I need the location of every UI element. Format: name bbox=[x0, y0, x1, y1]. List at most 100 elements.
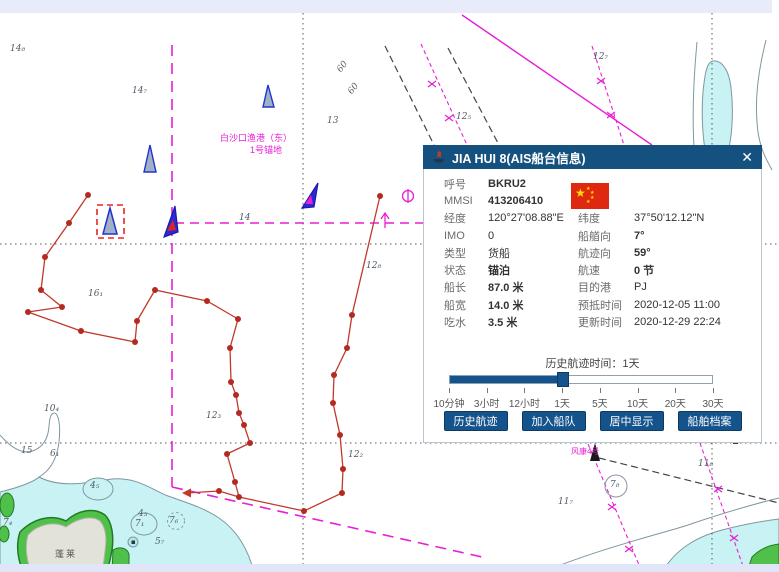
history-duration-slider[interactable]: 10分钟 3小时 12小时 1天 5天 10天 20天 30天 bbox=[433, 372, 724, 411]
slider-tick bbox=[713, 388, 714, 393]
field-row: 船宽 14.0 米 预抵时间 2020-12-05 11:00 bbox=[444, 296, 755, 313]
field-label: 船艏向 bbox=[578, 230, 611, 243]
field-value: 3.5 米 bbox=[488, 317, 518, 330]
island bbox=[0, 492, 779, 572]
slider-tick-label[interactable]: 5天 bbox=[592, 399, 608, 410]
field-label: 航速 bbox=[578, 265, 600, 278]
vessel-target[interactable] bbox=[143, 144, 157, 173]
selected-vessel-target[interactable] bbox=[102, 205, 118, 235]
buoy-symbol[interactable] bbox=[401, 189, 415, 203]
close-icon[interactable]: ✕ bbox=[741, 149, 753, 165]
route-direction-marks bbox=[427, 77, 739, 553]
field-label: 呼号 bbox=[444, 178, 466, 191]
field-value: 413206410 bbox=[488, 194, 544, 207]
ais-fields: 呼号 BKRU2 MMSI 413206410 经度 120°27'08.88"E 纬度 37… bbox=[444, 175, 755, 331]
vessel-target[interactable] bbox=[300, 182, 319, 209]
top-bar bbox=[0, 0, 772, 13]
field-label: 航迹向 bbox=[578, 247, 611, 260]
history-track-button[interactable]: 历史航迹 bbox=[443, 411, 508, 431]
field-label: 类型 bbox=[444, 247, 466, 260]
vessel-target[interactable] bbox=[163, 205, 179, 238]
field-value: 货船 bbox=[488, 247, 510, 260]
slider-tick bbox=[486, 388, 488, 393]
field-value: 87.0 米 bbox=[488, 282, 524, 295]
slider-track[interactable] bbox=[449, 372, 713, 387]
field-row: 经度 120°27'08.88"E 纬度 37°50'12.12"N bbox=[444, 210, 755, 227]
slider-tick-label[interactable]: 1天 bbox=[554, 399, 570, 410]
slider-fill bbox=[450, 376, 563, 383]
field-label: 船宽 bbox=[444, 299, 466, 312]
field-row: MMSI 413206410 bbox=[444, 192, 755, 209]
field-row: 状态 锚泊 航速 0 节 bbox=[444, 261, 755, 278]
slider-tick-label[interactable]: 20天 bbox=[664, 399, 686, 410]
slider-tick bbox=[637, 388, 639, 393]
field-row: 呼号 BKRU2 bbox=[444, 175, 755, 192]
depth-contours bbox=[0, 39, 779, 572]
field-value: 2020-12-29 22:24 bbox=[634, 316, 721, 329]
history-track bbox=[25, 192, 383, 514]
panel-header[interactable]: JIA HUI 8(AIS船台信息) ✕ bbox=[423, 145, 762, 169]
svg-text:★: ★ bbox=[586, 186, 591, 192]
magenta-boundaries bbox=[171, 14, 746, 572]
center-display-button[interactable]: 居中显示 bbox=[599, 411, 664, 431]
field-label: 吃水 bbox=[444, 317, 466, 330]
svg-text:★: ★ bbox=[590, 195, 595, 201]
history-duration-label: 历史航迹时间：1天 bbox=[545, 358, 640, 370]
field-label: 状态 bbox=[444, 265, 466, 278]
field-row: 船长 87.0 米 目的港 PJ bbox=[444, 279, 755, 296]
field-value: 37°50'12.12"N bbox=[634, 212, 705, 225]
join-fleet-button[interactable]: 加入船队 bbox=[521, 411, 586, 431]
field-value: 120°27'08.88"E bbox=[488, 212, 564, 225]
panel-body: 呼号 BKRU2 MMSI 413206410 经度 120°27'08.88"E 纬度 37… bbox=[423, 169, 762, 443]
field-value: BKRU2 bbox=[488, 177, 526, 190]
field-label: MMSI bbox=[444, 194, 473, 207]
selection-box bbox=[96, 204, 125, 239]
svg-text:★: ★ bbox=[590, 190, 595, 196]
slider-tick bbox=[562, 388, 564, 393]
svg-text:★: ★ bbox=[586, 199, 591, 205]
slider-tick-label[interactable]: 3小时 bbox=[473, 399, 500, 410]
slider-tick bbox=[449, 388, 450, 393]
slider-tick bbox=[524, 388, 526, 393]
panel-buttons: 历史航迹 加入船队 居中显示 船舶档案 bbox=[424, 411, 761, 431]
field-value: 锚泊 bbox=[488, 265, 510, 278]
slider-tick bbox=[599, 388, 601, 393]
slider-tick bbox=[675, 388, 677, 393]
ais-targets bbox=[96, 84, 319, 239]
field-label: 船长 bbox=[444, 282, 466, 295]
svg-text:★: ★ bbox=[575, 186, 586, 200]
ship-archive-button[interactable]: 船舶档案 bbox=[677, 411, 742, 431]
field-value: 7° bbox=[634, 229, 645, 242]
field-value: 59° bbox=[634, 246, 651, 259]
china-flag: ★ ★ ★ ★ ★ bbox=[571, 183, 609, 209]
field-value: 0 bbox=[488, 229, 495, 242]
field-label: 更新时间 bbox=[578, 317, 622, 330]
field-row: 类型 货船 航迹向 59° bbox=[444, 244, 755, 261]
field-value: 14.0 米 bbox=[488, 299, 524, 312]
other-vessel-symbol[interactable] bbox=[590, 443, 600, 461]
field-label: 预抵时间 bbox=[578, 299, 622, 312]
slider-handle[interactable] bbox=[556, 372, 569, 387]
slider-tick-label[interactable]: 12小时 bbox=[508, 399, 540, 410]
slider-tick-label[interactable]: 10分钟 bbox=[433, 399, 465, 410]
slider-tick-label[interactable]: 10天 bbox=[627, 399, 649, 410]
field-label: 经度 bbox=[444, 213, 466, 226]
bottom-bar bbox=[0, 564, 779, 572]
field-row: 吃水 3.5 米 更新时间 2020-12-29 22:24 bbox=[444, 313, 755, 330]
field-label: 纬度 bbox=[578, 213, 600, 226]
field-value: PJ bbox=[634, 281, 647, 294]
ship-icon bbox=[433, 150, 445, 163]
field-label: IMO bbox=[444, 229, 465, 242]
field-row: IMO 0 船艏向 7° bbox=[444, 227, 755, 244]
chart-dashed-lines bbox=[384, 45, 779, 504]
panel-title: JIA HUI 8(AIS船台信息) bbox=[452, 151, 586, 166]
vessel-target[interactable] bbox=[262, 84, 275, 108]
field-label: 目的港 bbox=[578, 282, 611, 295]
ais-info-panel: JIA HUI 8(AIS船台信息) ✕ 呼号 BKRU2 MMSI 41320641… bbox=[423, 145, 762, 443]
field-value: 0 节 bbox=[634, 265, 655, 278]
field-value: 2020-12-05 11:00 bbox=[634, 298, 721, 311]
slider-tick-label[interactable]: 30天 bbox=[702, 399, 724, 410]
north-arrow-mark bbox=[380, 211, 390, 228]
